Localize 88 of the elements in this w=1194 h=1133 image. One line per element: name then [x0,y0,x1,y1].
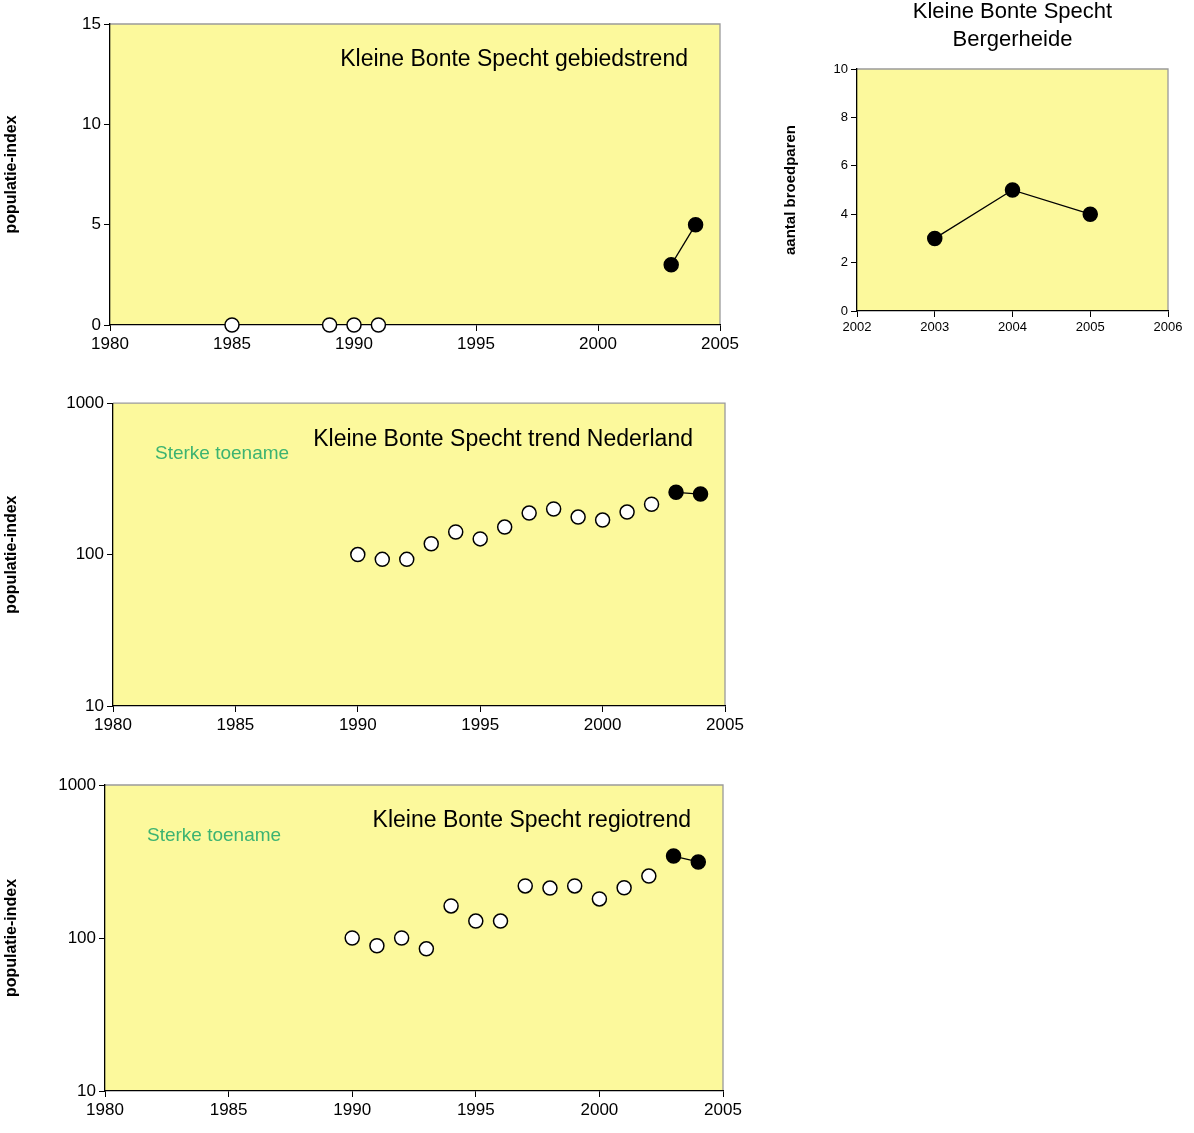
point [443,898,459,914]
x-tick-label: 2006 [1153,319,1183,335]
text: Kleine Bonte Specht trend Nederland [313,424,693,451]
x-tick-label: 2000 [583,714,622,734]
point [927,230,943,247]
x-tick-label: 2000 [579,333,617,353]
text: Kleine Bonte Specht gebiedstrend [340,45,688,72]
y-tick-label: 10 [85,695,104,715]
point [616,880,632,896]
point [665,848,682,864]
point [542,880,558,896]
x-tick-label: 1990 [338,714,377,734]
point [570,509,586,525]
point [472,531,488,547]
point [399,551,415,568]
x-tick-label: 1995 [461,714,500,734]
annotation: Sterke toename [147,824,282,846]
x-tick-label: 1980 [91,333,129,353]
y-tick-label: 0 [91,314,101,334]
point [369,937,385,954]
x-tick-label: 1985 [209,1099,248,1119]
x-tick-label: 1985 [213,333,251,353]
y-axis-title: populatie-index [2,878,20,998]
point [566,878,583,894]
point [545,501,562,517]
point [619,504,635,520]
point [374,551,391,568]
y-tick-label: 100 [67,927,96,947]
x-tick-label: 1980 [86,1099,124,1119]
point [668,484,684,501]
y-tick-label: 10 [77,1080,96,1100]
x-tick-label: 1990 [333,1099,372,1119]
y-tick-label: 10 [82,114,101,134]
y-tick-label: 1000 [66,392,104,412]
point [423,535,439,552]
x-tick-label: 1980 [94,714,132,734]
text: Kleine Bonte Specht regiotrend [372,806,691,833]
y-tick-label: 6 [840,157,848,173]
y-tick-label: 1000 [58,774,96,794]
point [517,878,533,894]
y-tick-label: 4 [840,205,848,221]
point [447,524,464,540]
x-tick-label: 2000 [580,1099,619,1119]
point [641,868,657,884]
point [321,317,338,333]
y-tick-label: 100 [75,544,104,564]
y-tick-label: 0 [840,302,848,318]
point [393,930,410,946]
y-tick-label: 15 [82,13,101,33]
annotation: Sterke toename [155,442,290,464]
y-tick-label: 2 [840,254,848,270]
point [643,496,660,513]
x-tick-label: 2004 [998,319,1027,335]
point [350,546,366,563]
x-tick-label: 2002 [842,319,872,335]
x-tick-label: 1990 [335,333,373,353]
point [496,519,513,535]
point [663,257,679,273]
y-axis-title: populatie-index [2,495,20,614]
chart-title: Kleine Bonte Specht Bergerheide [912,0,1113,52]
point [346,317,362,333]
point [692,486,709,502]
x-tick-label: 2003 [920,319,950,335]
x-tick-label: 1995 [456,1099,495,1119]
x-tick-label: 2005 [701,333,739,353]
point [594,512,611,528]
x-tick-label: 1985 [216,714,255,734]
point [690,854,707,870]
point [418,941,435,957]
y-tick-label: 5 [91,214,101,234]
point [591,891,608,907]
point [344,930,360,946]
point [370,317,387,333]
y-tick-label: 8 [840,108,848,124]
y-axis-title: aantal broedparen [781,124,799,256]
x-tick-label: 1995 [457,333,495,353]
point [1082,206,1098,222]
y-axis-title: populatie-index [2,115,20,234]
point [1004,182,1021,198]
point [687,216,704,233]
x-tick-label: 2005 [704,1099,742,1119]
point [492,913,509,929]
x-tick-label: 2005 [706,714,744,734]
point [468,913,484,929]
point [224,317,240,333]
y-tick-label: 10 [833,60,848,76]
x-tick-label: 2005 [1075,319,1105,335]
point [521,505,537,521]
